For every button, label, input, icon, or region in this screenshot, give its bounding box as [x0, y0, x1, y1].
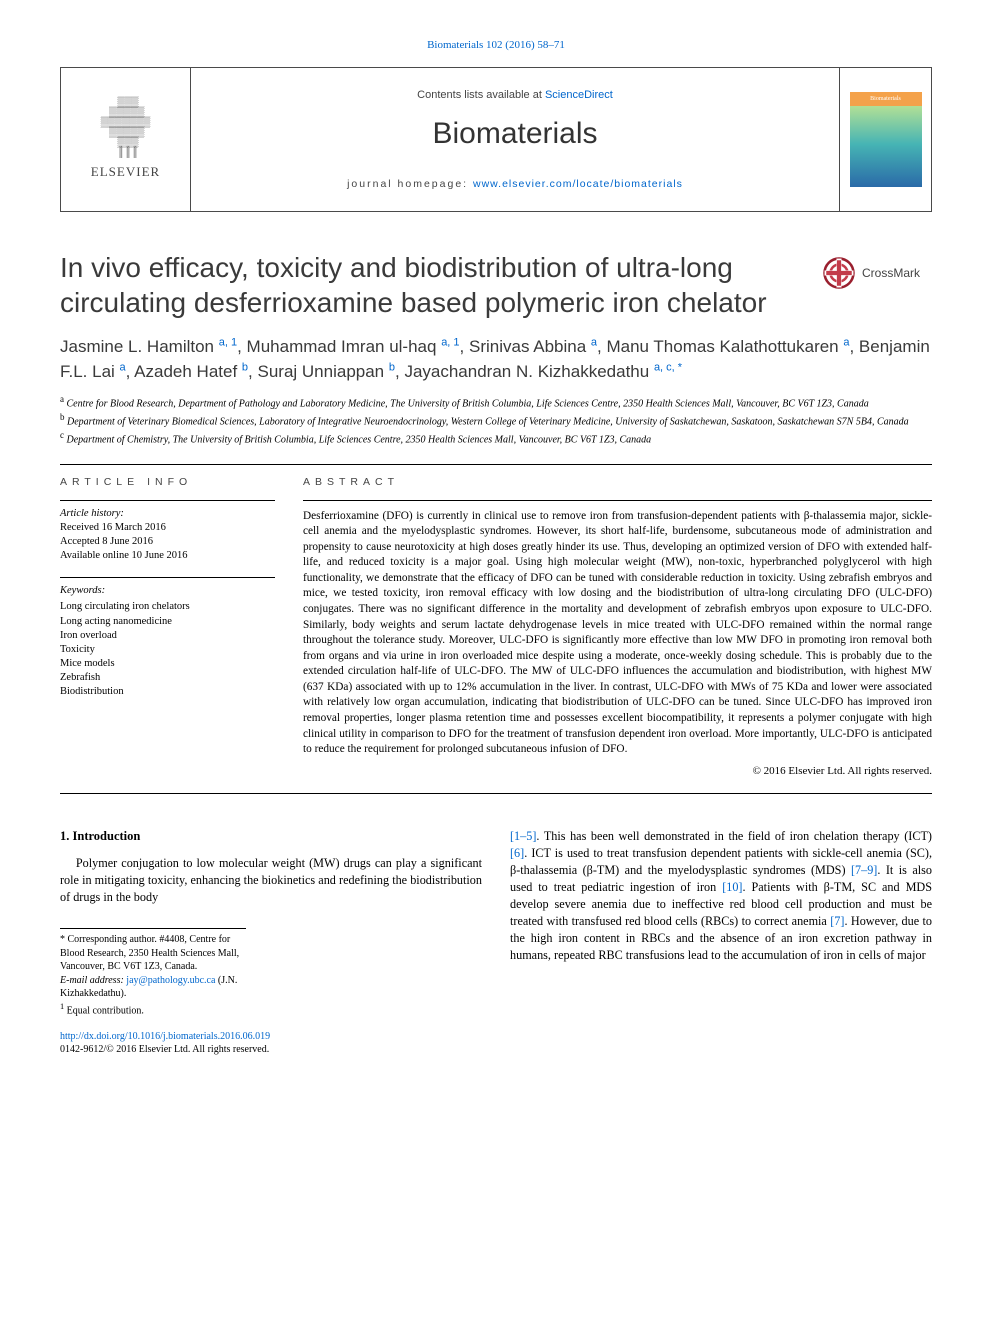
journal-header: ▒▒▒ ▒▒▒▒▒ ▒▒▒▒▒▒▒ ▒▒▒▒▒ ▒▒▒ ║║║ ELSEVIER…	[60, 67, 932, 212]
equal-sup: 1	[60, 1002, 64, 1011]
journal-title-large: Biomaterials	[432, 114, 597, 155]
contents-available-line: Contents lists available at ScienceDirec…	[417, 88, 613, 103]
journal-homepage-link[interactable]: www.elsevier.com/locate/biomaterials	[473, 178, 683, 190]
header-center: Contents lists available at ScienceDirec…	[191, 68, 839, 211]
footnotes-block: * Corresponding author. #4408, Centre fo…	[60, 928, 246, 1017]
abstract-copyright: © 2016 Elsevier Ltd. All rights reserved…	[303, 764, 932, 779]
cite-6[interactable]: [6]	[510, 846, 524, 860]
authors-line: Jasmine L. Hamilton a, 1, Muhammad Imran…	[60, 334, 932, 385]
homepage-prefix: journal homepage:	[347, 178, 473, 190]
keyword-item: Zebrafish	[60, 671, 275, 685]
history-received: Received 16 March 2016	[60, 521, 275, 535]
history-label: Article history:	[60, 507, 275, 521]
elsevier-wordmark: ELSEVIER	[91, 163, 160, 181]
info-rule	[60, 500, 275, 501]
keywords-label: Keywords:	[60, 584, 275, 598]
affiliation-c: c Department of Chemistry, The Universit…	[60, 429, 932, 447]
abstract-rule	[303, 500, 932, 501]
cite-7[interactable]: [7]	[830, 914, 844, 928]
equal-contribution-note: 1 Equal contribution.	[60, 1001, 246, 1018]
rule-top	[60, 464, 932, 465]
issn-copyright: 0142-9612/© 2016 Elsevier Ltd. All right…	[60, 1043, 932, 1057]
keywords-rule	[60, 577, 275, 578]
journal-homepage-line: journal homepage: www.elsevier.com/locat…	[347, 177, 683, 191]
article-info-heading: ARTICLE INFO	[60, 475, 275, 489]
affiliations: a Centre for Blood Research, Department …	[60, 393, 932, 446]
doi-link[interactable]: http://dx.doi.org/10.1016/j.biomaterials…	[60, 1031, 270, 1042]
top-citation: Biomaterials 102 (2016) 58–71	[60, 38, 932, 53]
contents-prefix: Contents lists available at	[417, 89, 545, 101]
crossmark-label: CrossMark	[862, 265, 920, 281]
elsevier-logo-cell: ▒▒▒ ▒▒▒▒▒ ▒▒▒▒▒▒▒ ▒▒▒▒▒ ▒▒▒ ║║║ ELSEVIER	[61, 68, 191, 211]
email-label: E-mail address:	[60, 975, 126, 986]
corr-email-link[interactable]: jay@pathology.ubc.ca	[126, 975, 215, 986]
cover-band: Biomaterials	[850, 92, 922, 106]
abstract-column: ABSTRACT Desferrioxamine (DFO) is curren…	[303, 475, 932, 778]
corresponding-author-note: * Corresponding author. #4408, Centre fo…	[60, 933, 246, 974]
cite-10[interactable]: [10]	[722, 880, 742, 894]
intro-para-col2: [1–5]. This has been well demonstrated i…	[510, 828, 932, 965]
history-accepted: Accepted 8 June 2016	[60, 535, 275, 549]
affiliation-b: b Department of Veterinary Biomedical Sc…	[60, 411, 932, 429]
cite-1-5[interactable]: [1–5]	[510, 829, 536, 843]
intro-heading: 1. Introduction	[60, 828, 482, 846]
body-two-column: 1. Introduction Polymer conjugation to l…	[60, 828, 932, 1018]
abstract-text: Desferrioxamine (DFO) is currently in cl…	[303, 509, 932, 758]
cite-7-9[interactable]: [7–9]	[851, 863, 877, 877]
keywords-list: Long circulating iron chelatorsLong acti…	[60, 600, 275, 699]
email-line: E-mail address: jay@pathology.ubc.ca (J.…	[60, 974, 246, 1001]
intro-para-col1: Polymer conjugation to low molecular wei…	[60, 855, 482, 906]
journal-cover-cell: Biomaterials	[839, 68, 931, 211]
affiliation-a: a Centre for Blood Research, Department …	[60, 393, 932, 411]
sciencedirect-link[interactable]: ScienceDirect	[545, 89, 613, 101]
journal-cover-thumb: Biomaterials	[850, 92, 922, 187]
keyword-item: Biodistribution	[60, 685, 275, 699]
keyword-item: Long acting nanomedicine	[60, 615, 275, 629]
article-info-column: ARTICLE INFO Article history: Received 1…	[60, 475, 275, 699]
rule-bottom	[60, 793, 932, 794]
keyword-item: Long circulating iron chelators	[60, 600, 275, 614]
keyword-item: Iron overload	[60, 629, 275, 643]
top-citation-link[interactable]: Biomaterials 102 (2016) 58–71	[427, 39, 565, 51]
history-online: Available online 10 June 2016	[60, 549, 275, 563]
article-identifiers: http://dx.doi.org/10.1016/j.biomaterials…	[60, 1030, 932, 1057]
keyword-item: Mice models	[60, 657, 275, 671]
article-history: Article history: Received 16 March 2016 …	[60, 507, 275, 564]
abstract-heading: ABSTRACT	[303, 475, 932, 489]
crossmark-icon	[822, 256, 856, 290]
keyword-item: Toxicity	[60, 643, 275, 657]
article-title: In vivo efficacy, toxicity and biodistri…	[60, 250, 822, 320]
crossmark-badge[interactable]: CrossMark	[822, 256, 932, 290]
elsevier-tree-icon: ▒▒▒ ▒▒▒▒▒ ▒▒▒▒▒▒▒ ▒▒▒▒▒ ▒▒▒ ║║║	[101, 98, 151, 158]
equal-text: Equal contribution.	[67, 1005, 144, 1016]
